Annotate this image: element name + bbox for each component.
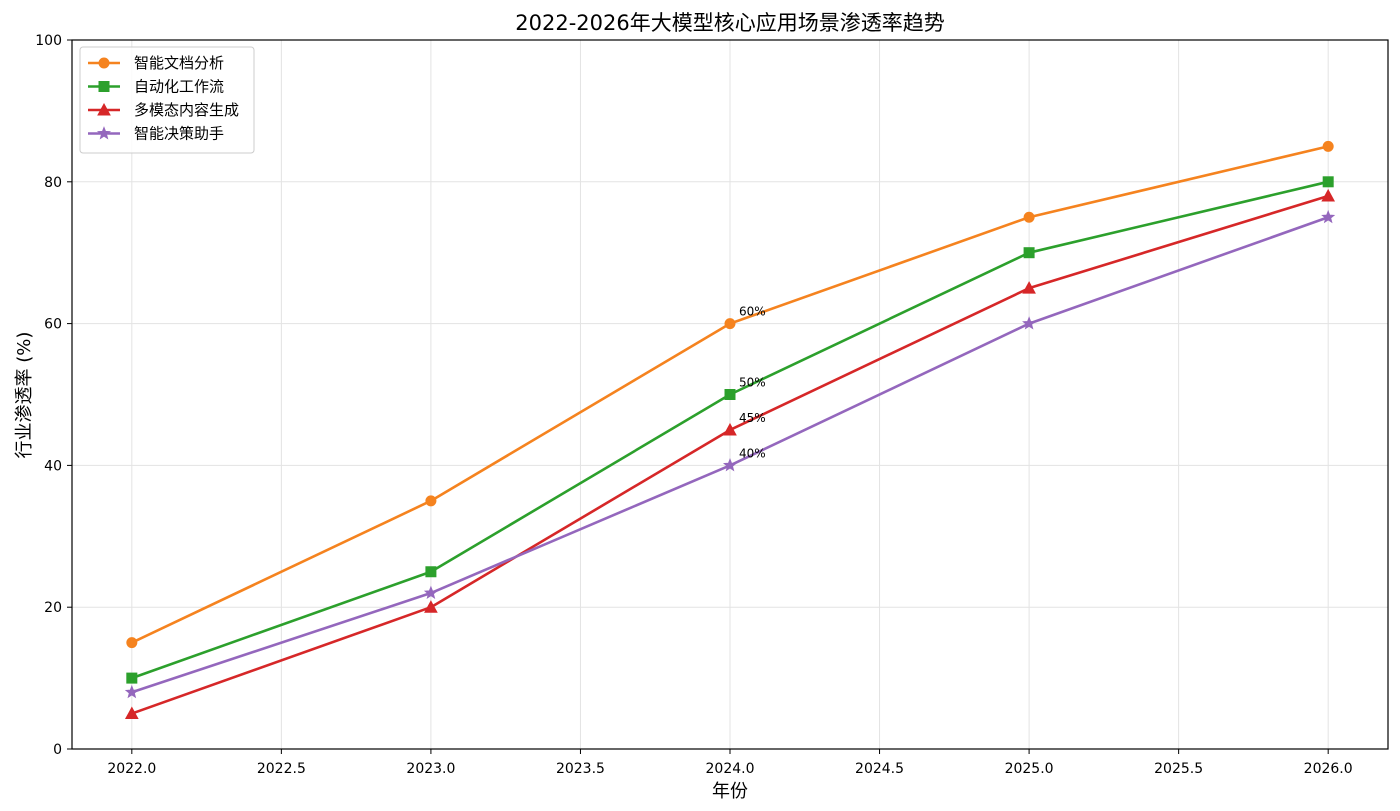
- legend-label: 智能文档分析: [134, 54, 224, 72]
- x-tick-label: 2026.0: [1304, 761, 1353, 777]
- legend-entry: 自动化工作流: [88, 78, 224, 96]
- legend-label: 智能决策助手: [134, 125, 224, 143]
- legend-label: 多模态内容生成: [134, 101, 239, 119]
- y-tick-label: 20: [44, 600, 62, 616]
- legend-entry: 智能文档分析: [88, 54, 224, 72]
- data-point: [1023, 211, 1035, 223]
- legend-entry: 智能决策助手: [88, 125, 224, 143]
- data-point: [724, 318, 736, 330]
- data-point: [425, 495, 437, 507]
- value-annotation: 40%: [739, 446, 766, 460]
- data-point: [723, 422, 737, 436]
- x-tick-label: 2025.5: [1154, 761, 1203, 777]
- x-tick-label: 2024.5: [855, 761, 904, 777]
- tick-layer: 2022.0 2022.5 2023.0 2023.5 2024.0 2024.5 2025…: [35, 33, 1352, 777]
- data-point: [124, 684, 139, 699]
- series-layer: [124, 140, 1336, 720]
- data-point: [1322, 176, 1334, 188]
- legend-entry: 多模态内容生成: [88, 101, 239, 119]
- data-point: [724, 389, 736, 400]
- data-point: [126, 672, 138, 684]
- data-point: [1022, 316, 1037, 330]
- legend-box: [79, 46, 255, 154]
- data-point: [1322, 140, 1334, 152]
- x-tick-label: 2022.5: [257, 761, 306, 777]
- legend-marker: [97, 102, 111, 116]
- data-point: [1022, 281, 1036, 294]
- x-tick-label: 2024.0: [706, 761, 755, 777]
- legend-marker: [96, 126, 112, 140]
- y-axis-label: 行业渗透率 (%): [14, 332, 35, 459]
- legend-marker: [98, 57, 110, 69]
- data-point: [1023, 247, 1035, 259]
- x-axis-label: 年份: [712, 781, 748, 802]
- value-annotation: 60%: [739, 305, 766, 319]
- y-tick-label: 0: [53, 742, 62, 758]
- data-point: [423, 585, 438, 599]
- data-point: [124, 706, 139, 720]
- y-tick-label: 80: [44, 175, 62, 191]
- value-annotation: 45%: [739, 411, 766, 425]
- y-tick-label: 60: [44, 317, 62, 333]
- series-2: [126, 176, 1334, 684]
- data-point: [425, 566, 437, 578]
- legend-marker: [98, 81, 110, 92]
- legend-label: 自动化工作流: [134, 78, 224, 96]
- series-1: [126, 140, 1334, 649]
- series-4: [124, 209, 1336, 699]
- data-point: [424, 600, 438, 613]
- x-tick-label: 2023.5: [556, 761, 605, 777]
- data-point: [1321, 188, 1336, 202]
- x-tick-label: 2023.0: [406, 761, 455, 777]
- annotation-layer: 60% 50% 45% 40%: [739, 305, 766, 461]
- data-point: [722, 458, 738, 472]
- x-tick-label: 2025.0: [1005, 761, 1054, 777]
- y-tick-label: 40: [44, 458, 62, 474]
- data-point: [1321, 209, 1336, 224]
- y-tick-label: 100: [35, 33, 62, 49]
- value-annotation: 50%: [739, 376, 766, 390]
- chart-title: 2022-2026年大模型核心应用场景渗透率趋势: [515, 11, 944, 35]
- series-3: [124, 188, 1336, 720]
- x-tick-label: 2022.0: [107, 761, 156, 777]
- data-point: [126, 637, 138, 649]
